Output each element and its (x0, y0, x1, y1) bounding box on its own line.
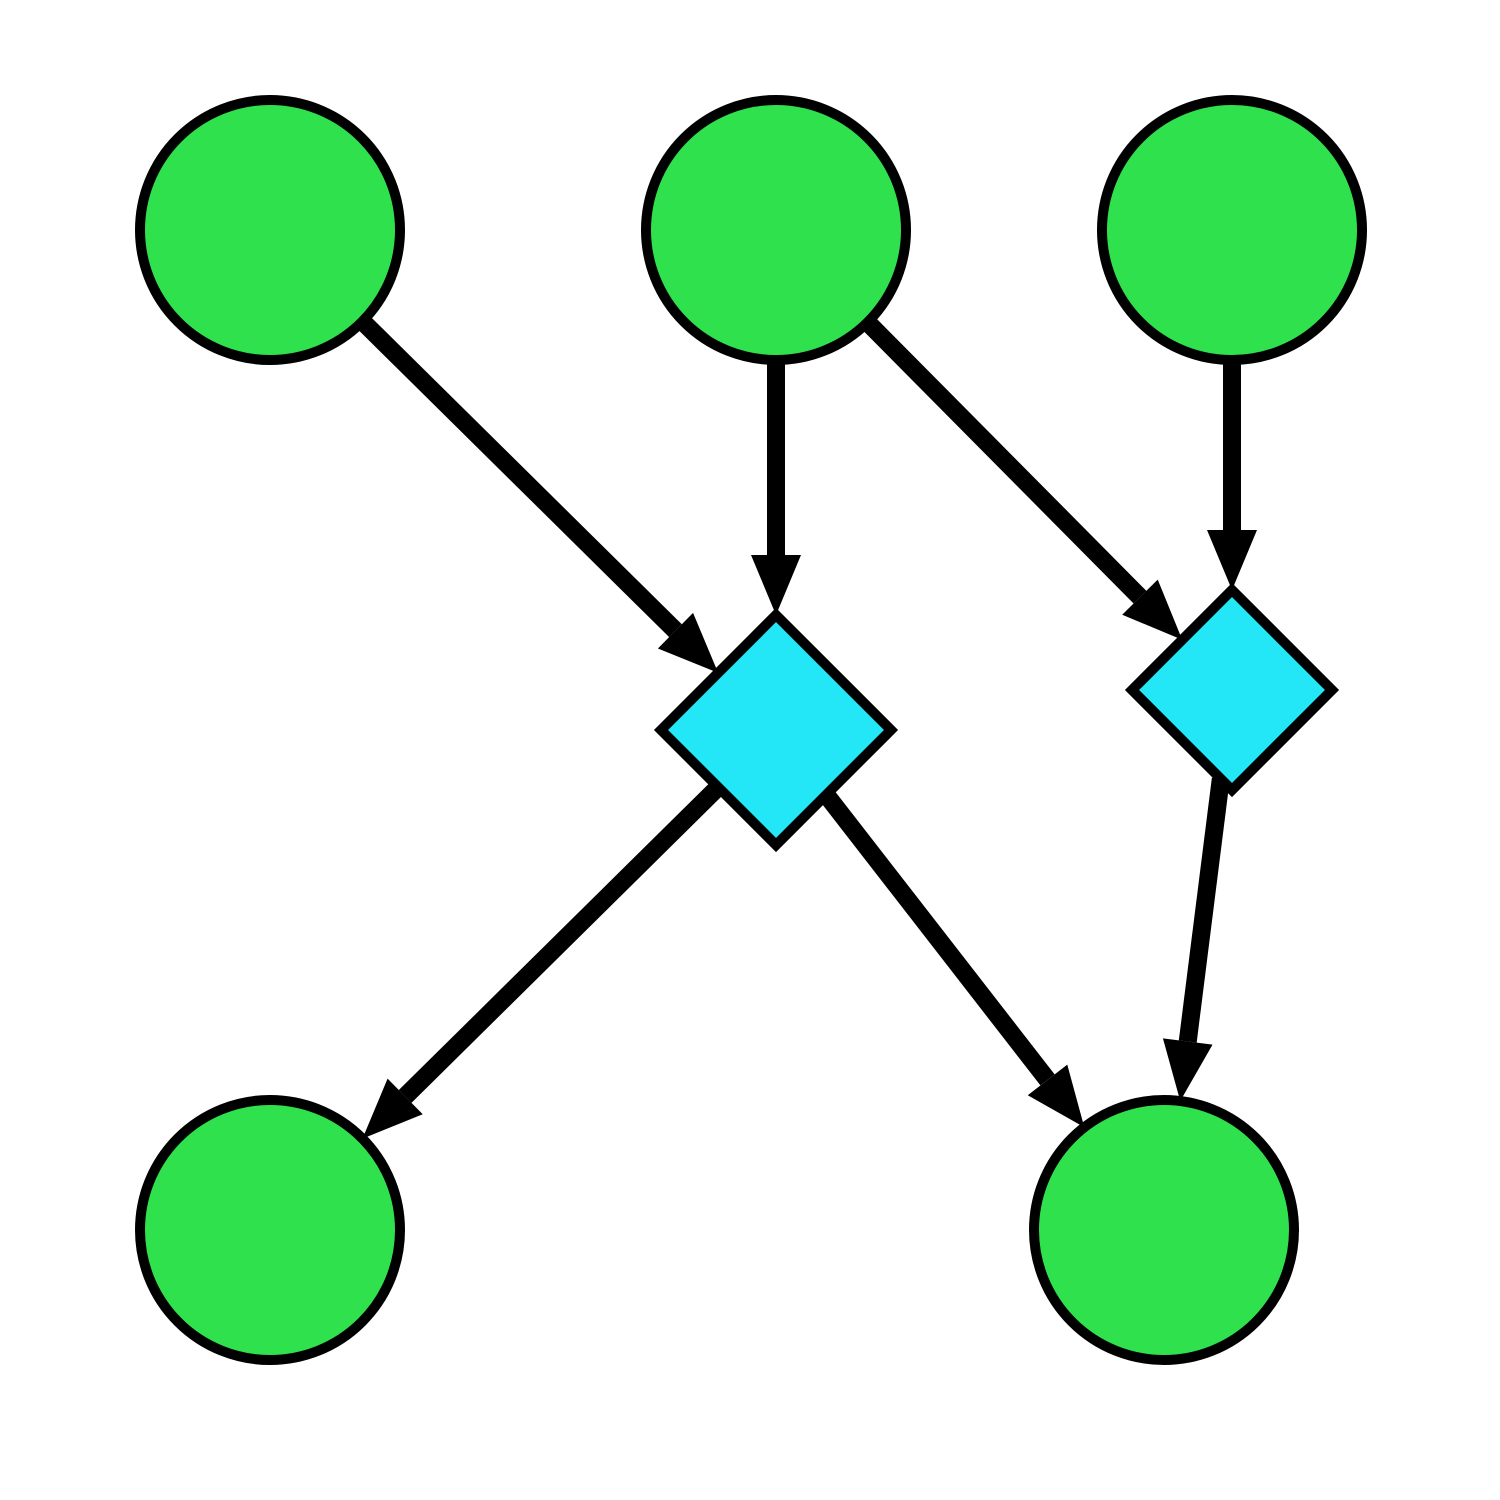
node-c4 (140, 1100, 400, 1360)
edge-c2-d1 (751, 360, 801, 615)
edge-d1-c4 (362, 787, 718, 1138)
node-c1 (140, 100, 400, 360)
edge-c1-d1 (362, 321, 718, 672)
node-c5 (1034, 1100, 1294, 1360)
edge-d2-c5 (1163, 779, 1221, 1101)
edge-c3-d2 (1207, 360, 1257, 590)
nodes-layer (140, 100, 1362, 1360)
node-c2 (646, 100, 906, 360)
edge-c2-d2 (868, 322, 1183, 639)
node-c3 (1102, 100, 1362, 360)
edge-d1-c5 (826, 795, 1084, 1128)
network-diagram (0, 0, 1500, 1500)
